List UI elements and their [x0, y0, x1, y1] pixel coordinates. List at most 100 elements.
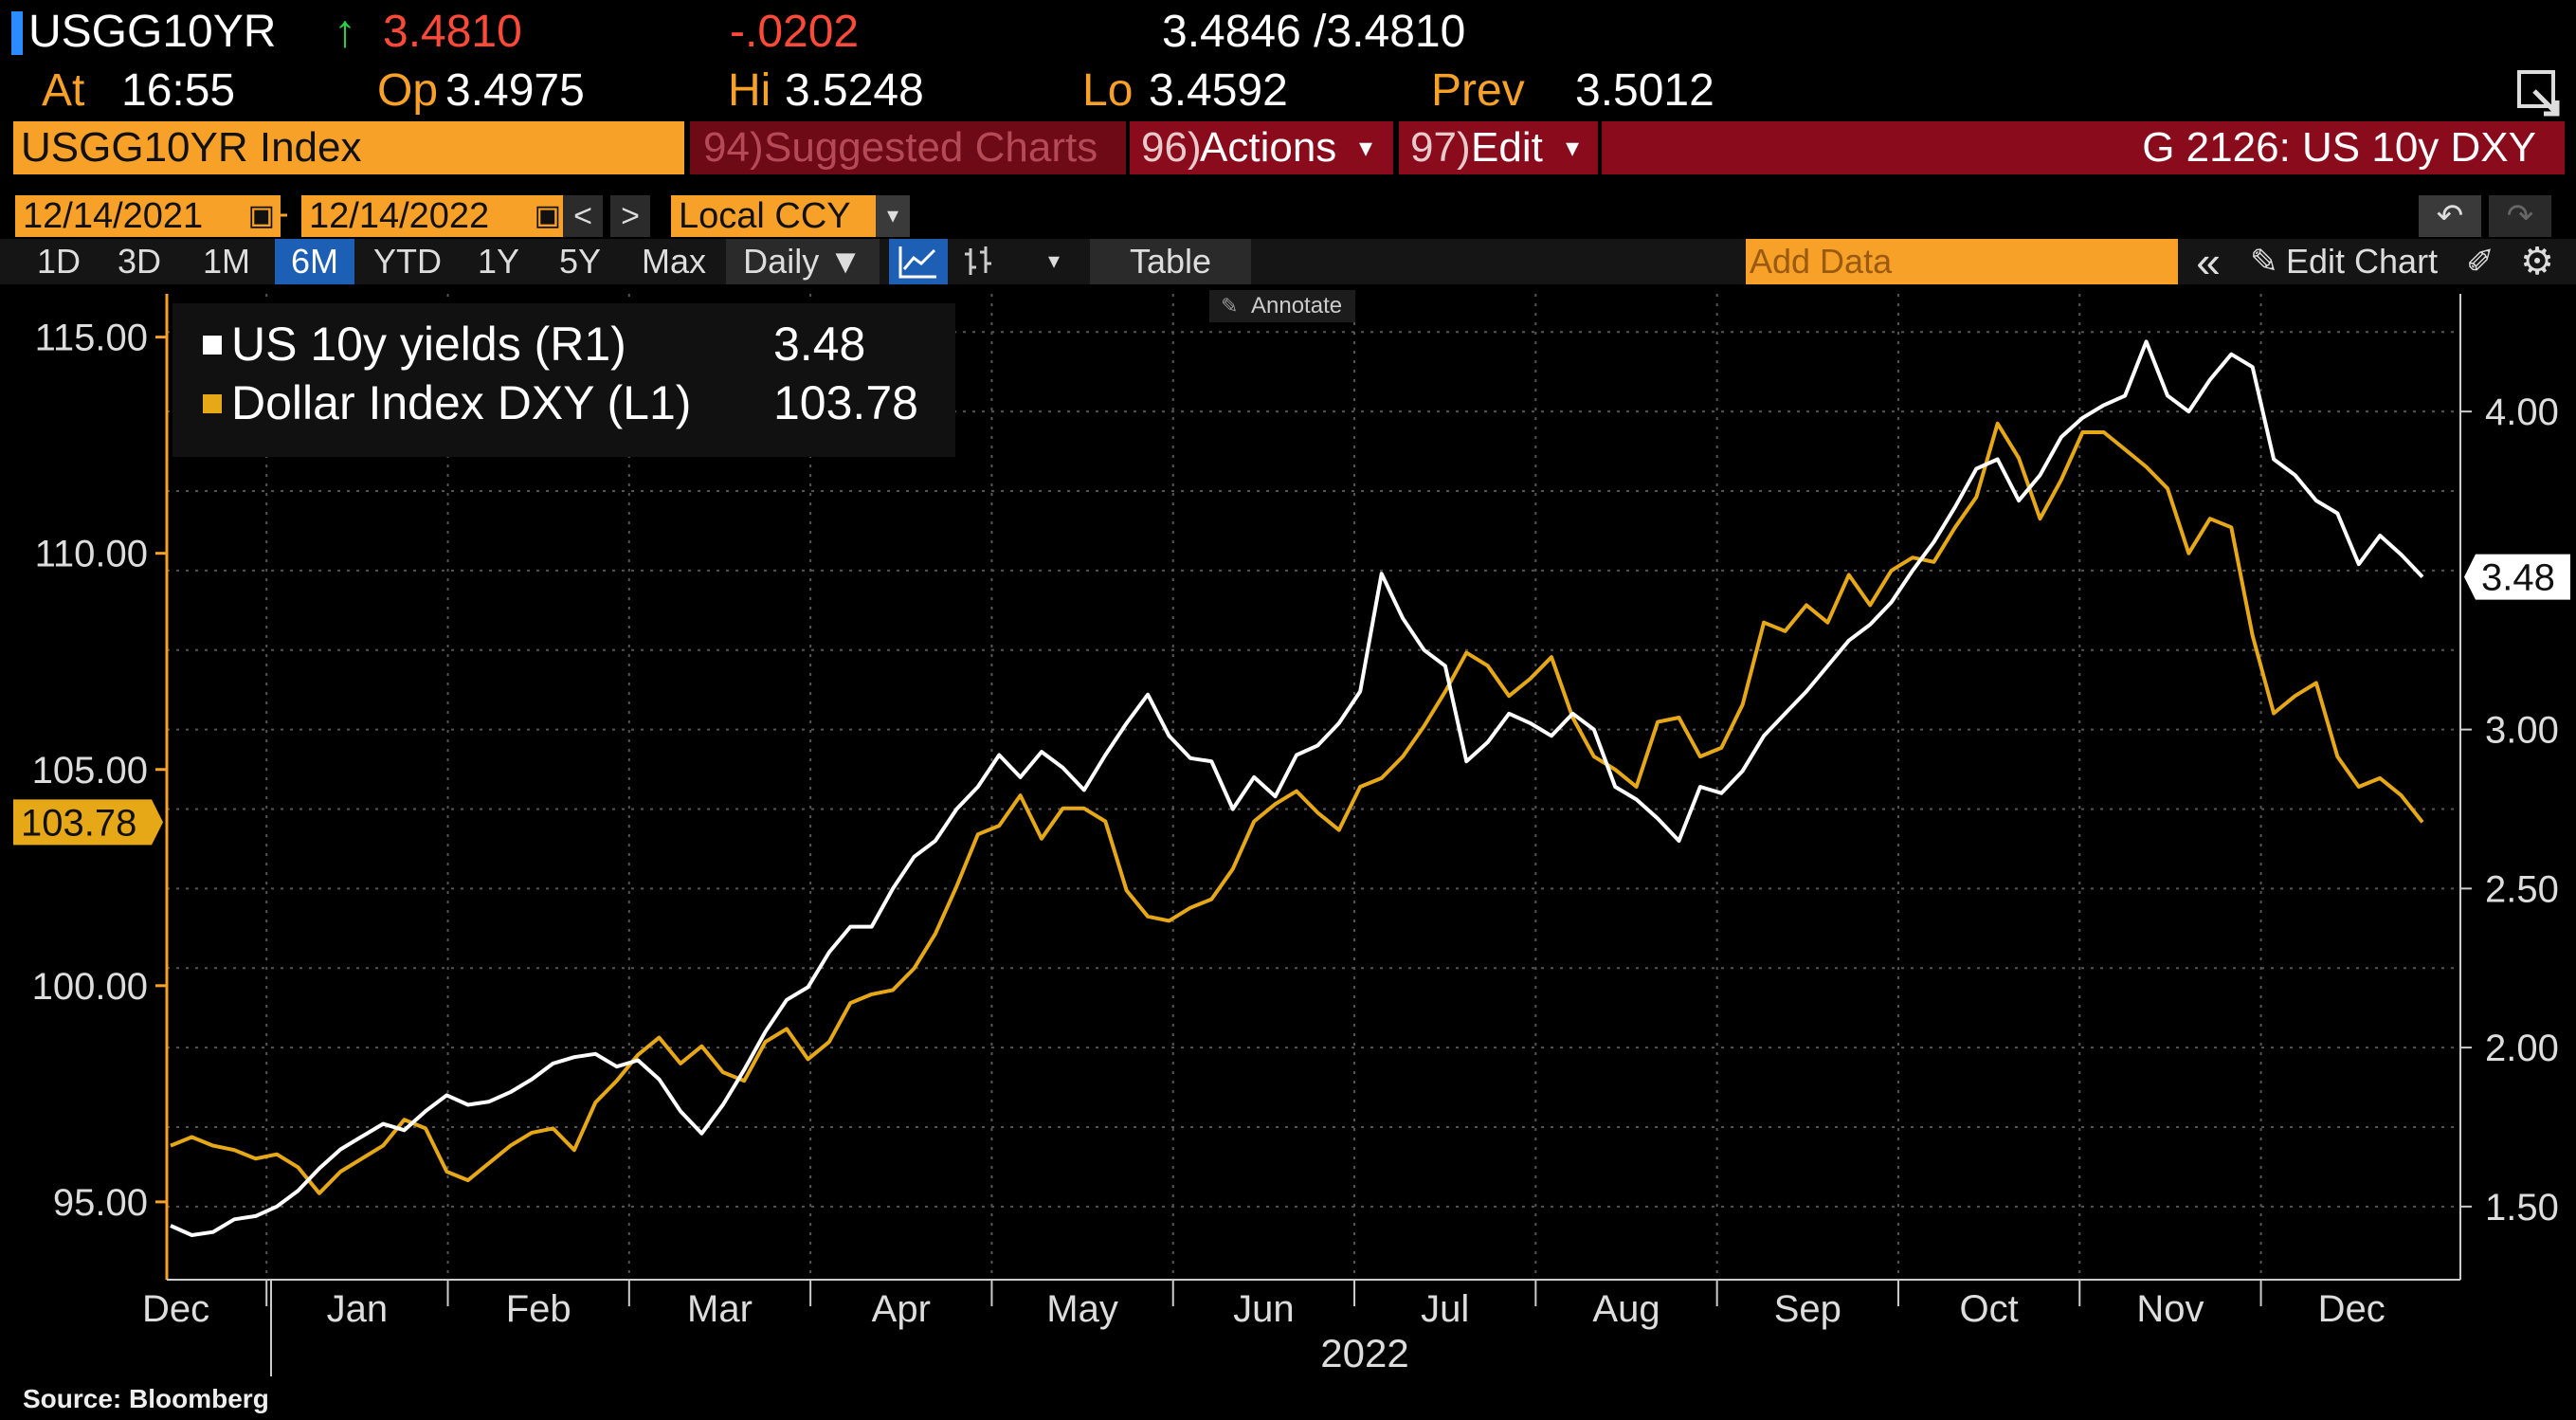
x-axis-year-label: 2022	[1320, 1331, 1408, 1375]
x-tick-label: Jan	[327, 1288, 389, 1330]
low-label: Lo	[1082, 65, 1134, 116]
start-date-field[interactable]: 12/14/2021 ▣	[15, 195, 281, 237]
calendar-icon[interactable]: ▣	[534, 200, 561, 231]
previous-period-button[interactable]: <	[563, 195, 603, 237]
legend-label-dxy: Dollar Index DXY (L1)	[231, 376, 691, 429]
up-arrow-icon: ↑	[334, 7, 356, 57]
edit-chart-button[interactable]: Edit Chart	[2286, 242, 2439, 281]
right-axis-ticks: 1.50 2.00 2.50 3.00 4.00	[2460, 391, 2559, 1229]
collapse-icon[interactable]: «	[2196, 237, 2221, 286]
period-1m[interactable]: 1M	[202, 242, 250, 281]
right-last-value: 3.48	[2481, 557, 2555, 599]
undo-icon[interactable]: ↶	[2419, 195, 2481, 237]
ticker-marker	[11, 11, 23, 55]
source-note: Source: Bloomberg	[23, 1384, 269, 1413]
series-line-us10y[interactable]	[170, 339, 2424, 1237]
right-tick-label: 1.50	[2485, 1187, 2559, 1229]
open-label: Op	[377, 65, 439, 116]
x-tick-label: Jun	[1233, 1288, 1295, 1330]
chart-title: G 2126: US 10y DXY	[2142, 124, 2536, 171]
chart-type-dropdown-icon[interactable]: ▾	[1047, 248, 1061, 274]
period-6m[interactable]: 6M	[275, 239, 354, 284]
suggested-charts-label: Suggested Charts	[764, 124, 1098, 171]
security-field-text: USGG10YR Index	[21, 124, 362, 171]
period-1d[interactable]: 1D	[36, 242, 82, 281]
high-value: 3.5248	[785, 65, 924, 116]
left-axis-ticks: 95.00 100.00 105.00 110.00 115.00	[32, 318, 167, 1224]
legend-swatch-us10y	[203, 336, 222, 355]
high-label: Hi	[728, 65, 771, 116]
legend-swatch-dxy	[203, 394, 222, 413]
left-tick-label: 95.00	[53, 1182, 148, 1224]
x-tick-label: Oct	[1959, 1288, 2018, 1330]
bid-ask: 3.4846 /3.4810	[1162, 7, 1466, 57]
x-tick-label: May	[1046, 1288, 1118, 1330]
date-range-dash: -	[277, 193, 289, 233]
annotate-button[interactable]	[1209, 290, 1355, 322]
legend-label-us10y: US 10y yields (R1)	[231, 318, 626, 371]
period-3d[interactable]: 3D	[117, 242, 162, 281]
chart-title-bar: G 2126: US 10y DXY	[1602, 121, 2565, 174]
currency-dropdown-icon[interactable]: ▾	[876, 195, 910, 237]
x-tick-label: Jul	[1421, 1288, 1469, 1330]
edit-settings-icon[interactable]: ✐	[2465, 242, 2495, 281]
annotate-label: Annotate	[1251, 293, 1342, 319]
suggested-charts-num: 94)	[703, 124, 764, 171]
popout-icon[interactable]	[2515, 68, 2567, 119]
x-tick-label: Dec	[2318, 1288, 2386, 1330]
prev-label: Prev	[1431, 65, 1525, 116]
gear-icon[interactable]: ⚙	[2520, 241, 2554, 282]
start-date-value: 12/14/2021	[23, 196, 204, 236]
left-last-value: 103.78	[21, 802, 136, 844]
x-tick-label: Feb	[506, 1288, 571, 1330]
end-date-value: 12/14/2022	[309, 196, 490, 236]
line-chart-icon[interactable]	[889, 239, 948, 284]
security-field[interactable]: USGG10YR Index	[13, 121, 684, 174]
x-tick-label: Nov	[2136, 1288, 2204, 1330]
add-data-input[interactable]: Add Data	[1746, 239, 2178, 284]
frequency-select[interactable]: Daily ▼	[726, 239, 880, 284]
actions-caret-icon: ▾	[1359, 133, 1373, 162]
bar-chart-icon[interactable]	[952, 239, 1005, 284]
right-tick-label: 3.00	[2485, 710, 2559, 752]
chart-area[interactable]: 95.00 100.00 105.00 110.00 115.00 1.50 2.00 2.…	[0, 286, 2576, 1376]
at-value: 16:55	[121, 65, 236, 116]
edit-caret-icon: ▾	[1566, 133, 1580, 162]
net-change: -.0202	[730, 7, 860, 57]
next-period-button[interactable]: >	[610, 195, 650, 237]
series-line-dxy[interactable]	[170, 421, 2424, 1195]
ticker-symbol: USGG10YR	[28, 7, 277, 57]
edit-menu[interactable]: 97) Edit ▾	[1399, 121, 1598, 174]
x-tick-label: Aug	[1592, 1288, 1660, 1330]
currency-value: Local CCY	[679, 196, 851, 236]
suggested-charts-menu[interactable]: 94) Suggested Charts	[690, 121, 1126, 174]
legend-box	[172, 303, 955, 457]
left-tick-label: 105.00	[32, 750, 148, 792]
chart-grid	[167, 294, 2460, 1280]
end-date-field[interactable]: 12/14/2022 ▣	[301, 195, 567, 237]
period-ytd[interactable]: YTD	[373, 242, 442, 281]
left-last-value-marker	[13, 799, 163, 846]
x-axis-ticks: Dec Jan Feb Mar Apr May Jun Jul Aug Sep Oct Nov Dec	[142, 1280, 2386, 1376]
left-tick-label: 115.00	[35, 318, 148, 359]
x-tick-label: Dec	[142, 1288, 209, 1330]
period-5y[interactable]: 5Y	[558, 242, 602, 281]
calendar-icon[interactable]: ▣	[247, 200, 275, 231]
prev-value: 3.5012	[1575, 65, 1714, 116]
period-max[interactable]: Max	[641, 242, 706, 281]
at-label: At	[42, 65, 85, 116]
table-button[interactable]: Table	[1090, 239, 1251, 284]
redo-icon[interactable]: ↷	[2489, 195, 2551, 237]
legend-value-us10y: 3.48	[773, 318, 865, 371]
edit-label: Edit	[1471, 124, 1543, 171]
edit-num: 97)	[1410, 124, 1471, 171]
low-value: 3.4592	[1149, 65, 1288, 116]
currency-select[interactable]: Local CCY	[671, 195, 900, 237]
legend-value-dxy: 103.78	[773, 376, 918, 429]
pencil-icon[interactable]: ✎	[2249, 242, 2279, 281]
left-tick-label: 110.00	[35, 534, 148, 575]
actions-menu[interactable]: 96) Actions ▾	[1130, 121, 1393, 174]
annotate-pen-icon: ✎	[1221, 294, 1238, 318]
period-1y[interactable]: 1Y	[477, 242, 520, 281]
left-tick-label: 100.00	[32, 966, 148, 1008]
